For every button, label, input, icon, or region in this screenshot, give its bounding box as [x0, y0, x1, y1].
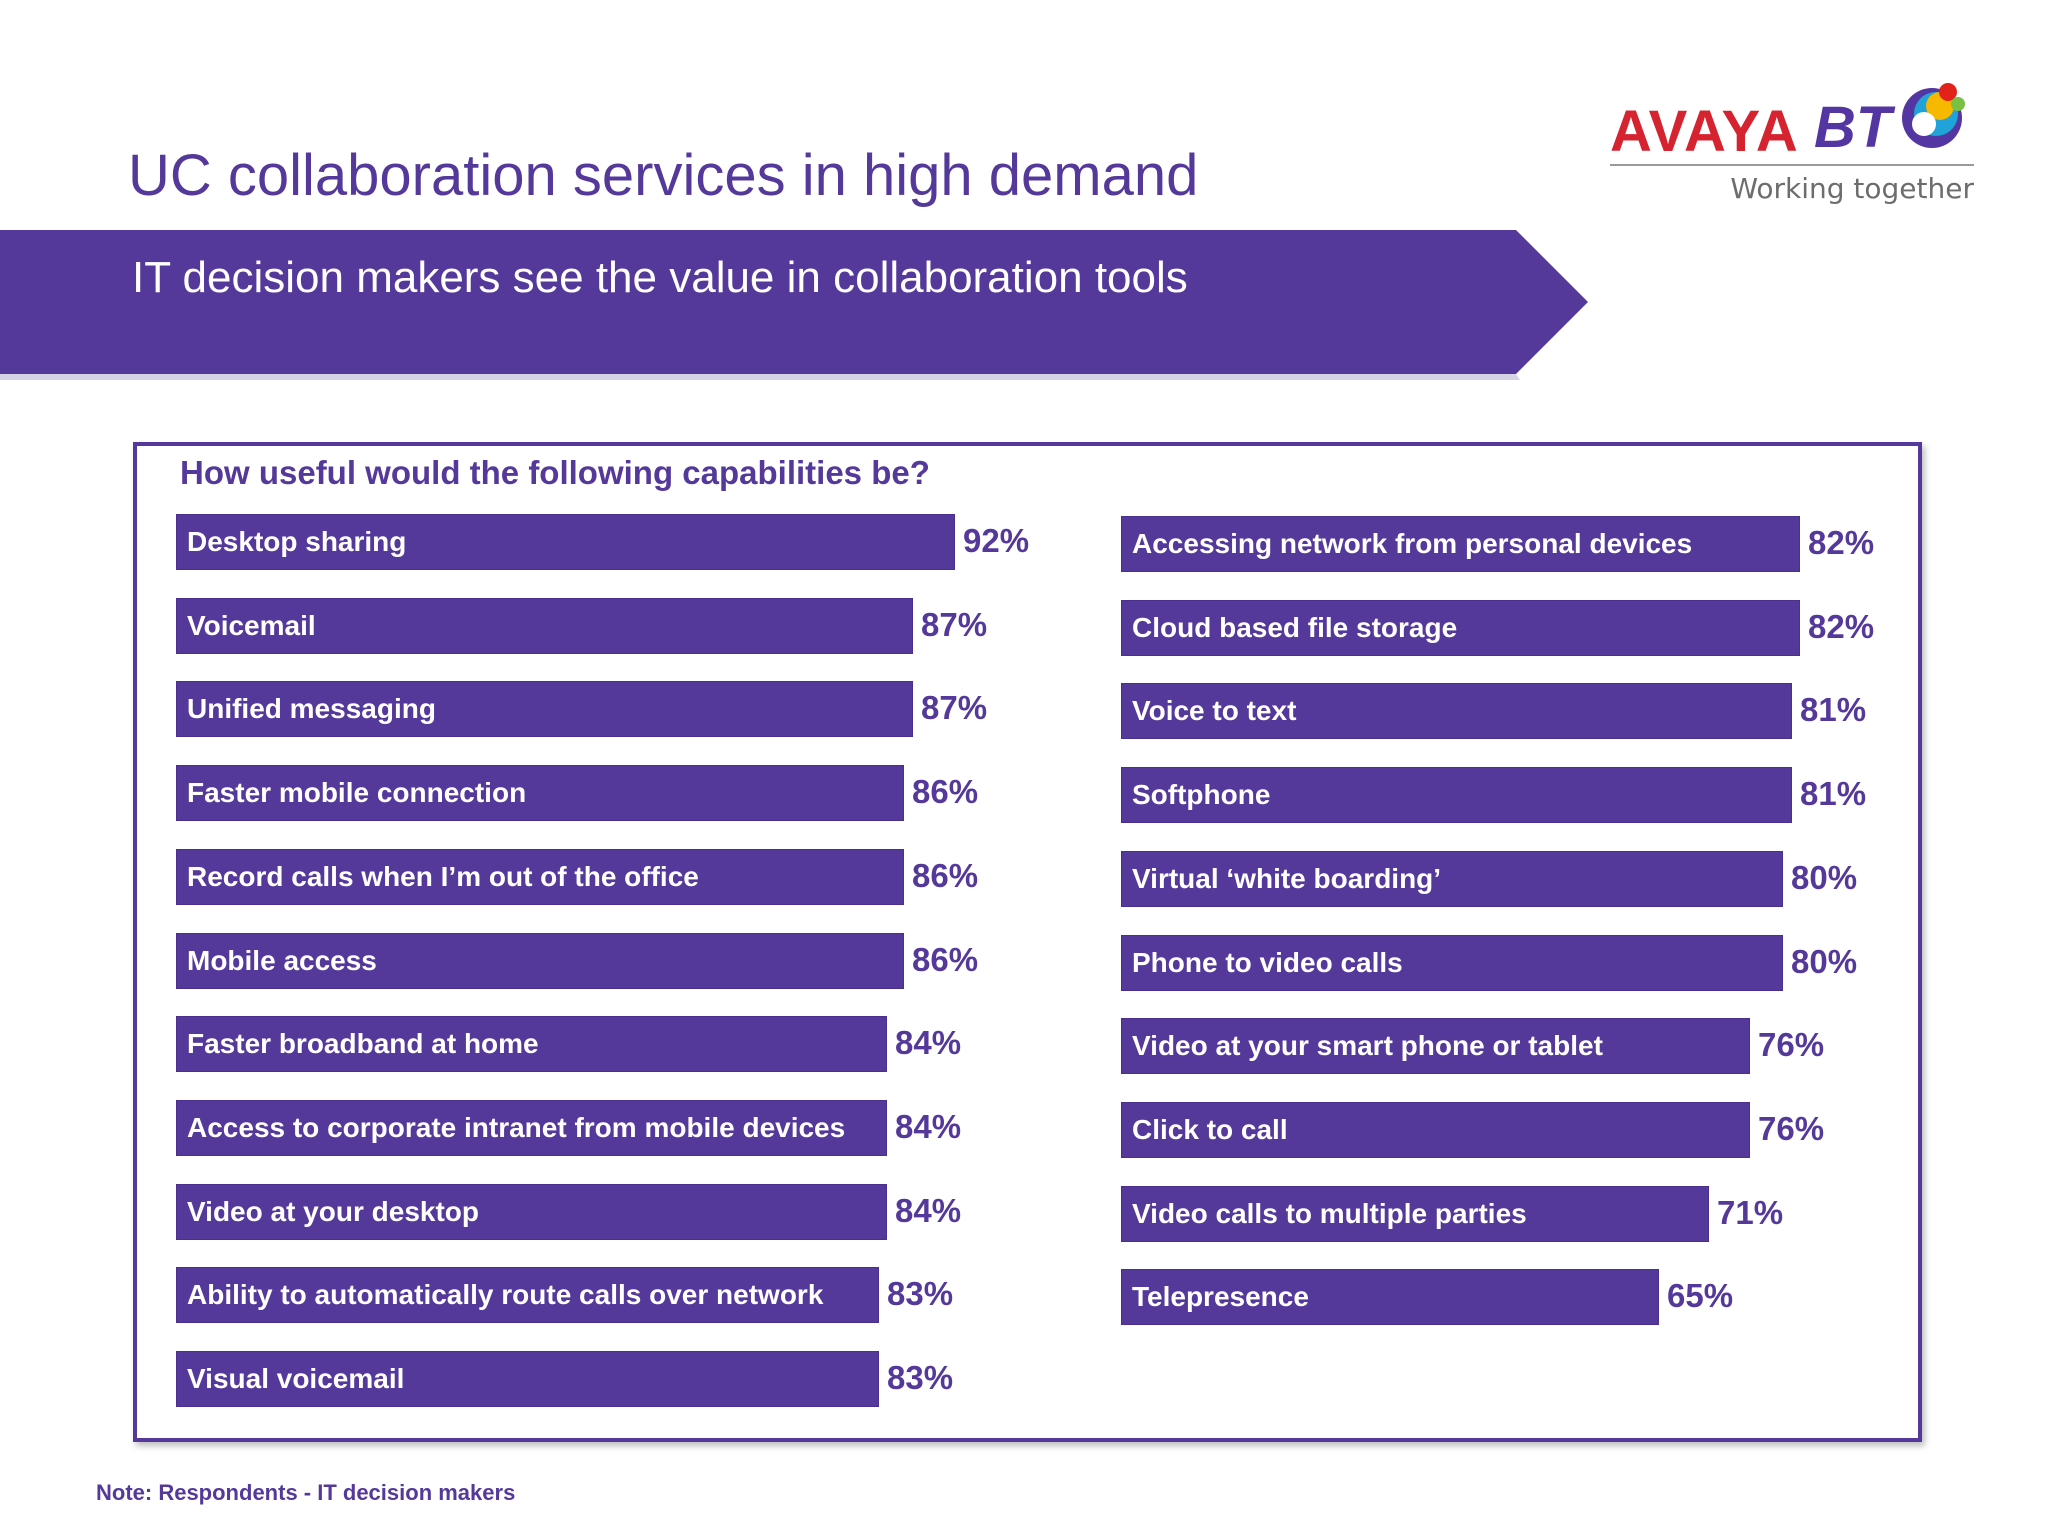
bar-value-label: 76%	[1758, 1110, 1825, 1147]
bar: Mobile access	[176, 933, 904, 989]
bar-value-label: 76%	[1758, 1026, 1825, 1063]
bar: Softphone	[1121, 767, 1792, 823]
bar: Video calls to multiple parties	[1121, 1186, 1709, 1242]
bar: Voice to text	[1121, 683, 1792, 739]
bar-label: Desktop sharing	[187, 526, 407, 557]
tagline: Working together	[1730, 172, 1974, 205]
bar-label: Ability to automatically route calls ove…	[187, 1279, 824, 1310]
bar-label: Telepresence	[1132, 1281, 1309, 1312]
bar-label: Softphone	[1132, 779, 1271, 810]
bar: Voicemail	[176, 598, 913, 654]
bt-logo: BT	[1814, 95, 1892, 160]
bt-globe-icon	[1902, 83, 1965, 148]
bar: Accessing network from personal devices	[1121, 516, 1800, 572]
bar-value-label: 87%	[921, 606, 988, 643]
bar: Unified messaging	[176, 681, 913, 737]
bar-value-label: 86%	[912, 857, 979, 894]
bar-label: Cloud based file storage	[1132, 612, 1458, 643]
bar-label: Visual voicemail	[187, 1363, 405, 1394]
bar-label: Unified messaging	[187, 693, 436, 724]
bar: Telepresence	[1121, 1269, 1659, 1325]
banner-subtitle: IT decision makers see the value in coll…	[132, 253, 1188, 302]
bar-value-label: 65%	[1667, 1277, 1734, 1314]
logo-divider	[1610, 164, 1974, 166]
bar: Video at your desktop	[176, 1184, 887, 1240]
bar-value-label: 83%	[887, 1359, 954, 1396]
bar-value-label: 84%	[895, 1192, 962, 1229]
bar-value-label: 80%	[1791, 943, 1858, 980]
bar-label: Video at your smart phone or tablet	[1132, 1030, 1603, 1061]
bar: Click to call	[1121, 1102, 1750, 1158]
bar-value-label: 84%	[895, 1108, 962, 1145]
bar-label: Click to call	[1132, 1114, 1288, 1145]
chart-title: How useful would the following capabilit…	[180, 454, 930, 491]
bar-value-label: 92%	[963, 522, 1030, 559]
partner-logos: AVAYA BT Working together	[1610, 60, 1990, 210]
bar: Cloud based file storage	[1121, 600, 1800, 656]
bar-value-label: 82%	[1808, 524, 1875, 561]
bar: Video at your smart phone or tablet	[1121, 1018, 1750, 1074]
footnote: Note: Respondents - IT decision makers	[96, 1480, 516, 1505]
bar-value-label: 84%	[895, 1024, 962, 1061]
bar: Phone to video calls	[1121, 935, 1783, 991]
bar-label: Voice to text	[1132, 695, 1297, 726]
bar-value-label: 87%	[921, 689, 988, 726]
bar-value-label: 82%	[1808, 608, 1875, 645]
page-title: UC collaboration services in high demand	[128, 143, 1199, 208]
bar-value-label: 80%	[1791, 859, 1858, 896]
bar-label: Mobile access	[187, 945, 377, 976]
bar-value-label: 81%	[1800, 775, 1867, 812]
bar: Desktop sharing	[176, 514, 955, 570]
avaya-logo: AVAYA	[1610, 99, 1799, 164]
bar-value-label: 83%	[887, 1275, 954, 1312]
bar-label: Phone to video calls	[1132, 947, 1403, 978]
bar-label: Video calls to multiple parties	[1132, 1198, 1527, 1229]
bar-label: Faster broadband at home	[187, 1028, 539, 1059]
bar-label: Video at your desktop	[187, 1196, 479, 1227]
chart-panel	[133, 442, 1922, 1442]
bar-label: Faster mobile connection	[187, 777, 527, 808]
banner-arrow	[0, 230, 1588, 380]
bar: Visual voicemail	[176, 1351, 879, 1407]
bar: Virtual ‘white boarding’	[1121, 851, 1783, 907]
bar-label: Access to corporate intranet from mobile…	[187, 1112, 846, 1143]
bar: Faster mobile connection	[176, 765, 904, 821]
bar-value-label: 81%	[1800, 691, 1867, 728]
bar-value-label: 86%	[912, 941, 979, 978]
bar: Ability to automatically route calls ove…	[176, 1267, 879, 1323]
bar: Faster broadband at home	[176, 1016, 887, 1072]
bar-value-label: 71%	[1717, 1194, 1784, 1231]
bar-label: Accessing network from personal devices	[1132, 528, 1693, 559]
bar-label: Virtual ‘white boarding’	[1132, 863, 1442, 894]
bar-value-label: 86%	[912, 773, 979, 810]
bar-label: Voicemail	[187, 610, 316, 641]
bar: Record calls when I’m out of the office	[176, 849, 904, 905]
bar-label: Record calls when I’m out of the office	[187, 861, 699, 892]
bar: Access to corporate intranet from mobile…	[176, 1100, 887, 1156]
